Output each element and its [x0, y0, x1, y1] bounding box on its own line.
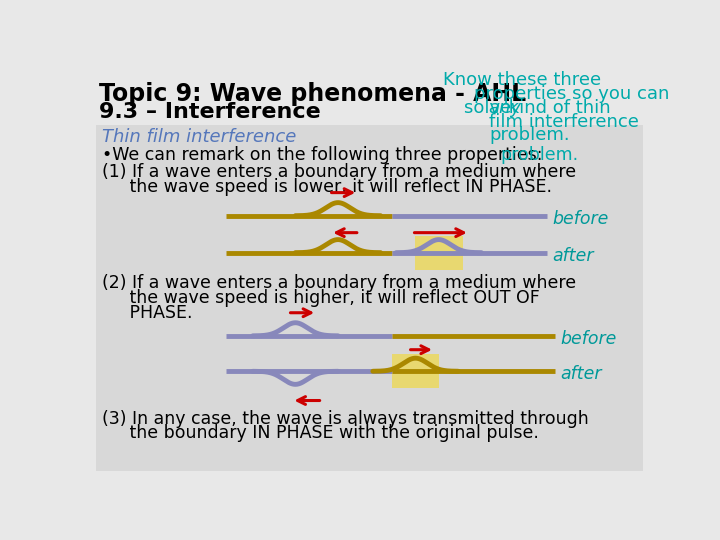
- Text: properties so you can: properties so you can: [474, 85, 669, 103]
- Text: solve: solve: [464, 99, 518, 117]
- Text: 9.3 – Interference: 9.3 – Interference: [99, 102, 321, 122]
- Text: Know these three: Know these three: [443, 71, 600, 89]
- Text: before: before: [553, 210, 609, 227]
- Text: (2) If a wave enters a boundary from a medium where: (2) If a wave enters a boundary from a m…: [102, 274, 576, 292]
- Text: Topic 9: Wave phenomena - AHL: Topic 9: Wave phenomena - AHL: [99, 82, 526, 106]
- Text: the boundary IN PHASE with the original pulse.: the boundary IN PHASE with the original …: [102, 424, 539, 442]
- Text: (3) In any case, the wave is always transmitted through: (3) In any case, the wave is always tran…: [102, 410, 588, 428]
- Bar: [392, 354, 439, 388]
- Text: the wave speed is lower, it will reflect IN PHASE.: the wave speed is lower, it will reflect…: [102, 178, 552, 196]
- Text: (1) If a wave enters a boundary from a medium where: (1) If a wave enters a boundary from a m…: [102, 164, 576, 181]
- Text: kind of thin: kind of thin: [503, 99, 611, 117]
- Bar: [415, 236, 463, 269]
- Text: film interference: film interference: [489, 112, 639, 131]
- Text: •We can remark on the following three properties:: •We can remark on the following three pr…: [102, 146, 542, 164]
- Bar: [96, 125, 644, 471]
- Text: the wave speed is higher, it will reflect OUT OF: the wave speed is higher, it will reflec…: [102, 289, 539, 307]
- Text: PHASE.: PHASE.: [102, 303, 192, 321]
- Text: Thin film interference: Thin film interference: [102, 128, 296, 146]
- Text: before: before: [560, 330, 617, 348]
- Text: after: after: [560, 365, 602, 383]
- Text: problem.: problem.: [489, 126, 570, 144]
- Text: any: any: [488, 99, 521, 117]
- Text: after: after: [553, 247, 594, 265]
- Text: problem.: problem.: [500, 146, 579, 164]
